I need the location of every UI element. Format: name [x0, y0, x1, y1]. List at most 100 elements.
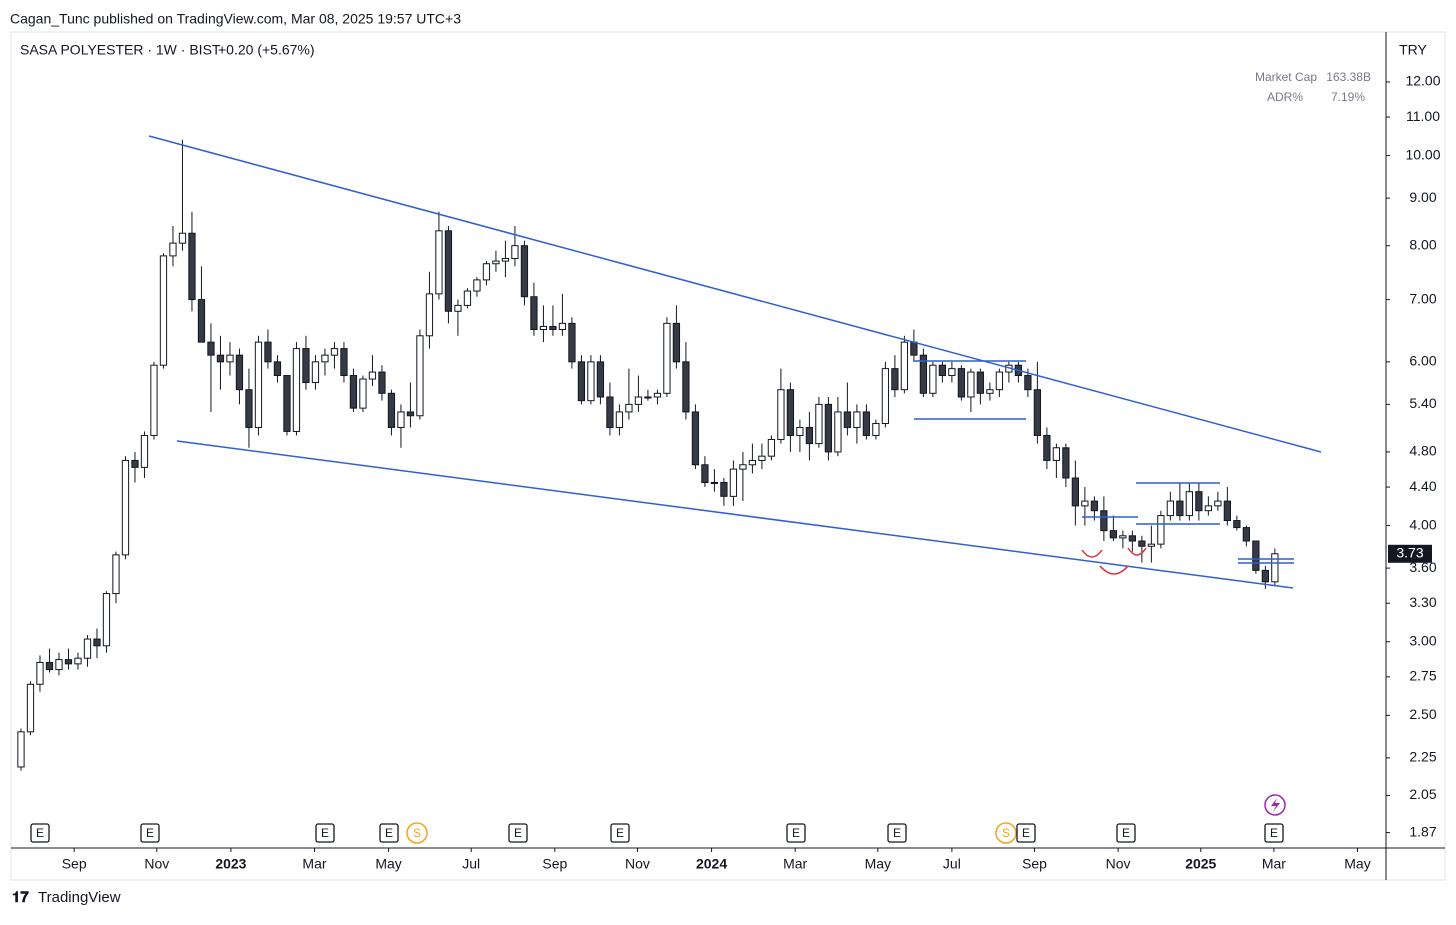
candle-body: [824, 403, 833, 453]
candle-body: [159, 255, 168, 366]
candle-body: [1033, 389, 1042, 436]
candle-body: [663, 322, 671, 394]
trend-line: [176, 440, 1294, 589]
candle-body: [387, 392, 396, 428]
x-tick-label: May: [865, 856, 891, 872]
candle-body: [1261, 569, 1269, 583]
event-label[interactable]: E: [1022, 826, 1030, 840]
candle-body: [615, 411, 624, 428]
trend-line: [148, 135, 1322, 453]
y-tick-label: 11.00: [1406, 108, 1440, 124]
event-label[interactable]: E: [616, 826, 624, 840]
stat-value: 7.19%: [1331, 90, 1365, 104]
candle-body: [796, 426, 804, 436]
event-label[interactable]: E: [1122, 826, 1130, 840]
candle-body: [625, 403, 633, 413]
event-label[interactable]: E: [321, 826, 329, 840]
candle-body: [492, 260, 500, 265]
candle-body: [748, 459, 757, 466]
event-marker: [30, 823, 50, 843]
candle-body: [501, 257, 510, 262]
candle-body: [207, 341, 215, 356]
y-tick-label: 6.00: [1409, 353, 1436, 369]
candle-body: [986, 389, 994, 394]
candle-body: [957, 368, 966, 398]
candle-body: [862, 411, 871, 436]
candle-body: [1242, 527, 1250, 542]
event-marker: [315, 823, 335, 843]
event-label[interactable]: E: [36, 826, 44, 840]
event-label[interactable]: E: [893, 826, 901, 840]
x-tick-label: Jul: [943, 856, 961, 872]
event-label[interactable]: S: [1002, 826, 1010, 840]
candle-body: [701, 464, 709, 484]
y-tick-label: 8.00: [1409, 236, 1436, 252]
symbol-title: SASA POLYESTER · 1W · BIST: [20, 42, 221, 58]
x-tick-label: Sep: [62, 856, 87, 872]
candle-body: [1071, 477, 1080, 507]
candle-body: [378, 371, 386, 394]
event-marker: [508, 823, 528, 843]
candle-body: [919, 354, 928, 394]
candle-body: [938, 364, 947, 377]
candle-body: [1195, 491, 1203, 512]
candle-body: [682, 361, 690, 413]
candle-body: [36, 661, 44, 685]
event-label[interactable]: E: [514, 826, 522, 840]
x-tick-label: 2024: [696, 856, 727, 872]
stat-name: ADR%: [1267, 90, 1303, 104]
y-tick-label: 2.25: [1409, 749, 1436, 765]
candle-body: [1081, 500, 1089, 507]
news-bolt: [1271, 798, 1280, 812]
news-icon[interactable]: [1264, 794, 1286, 816]
x-tick-label: May: [375, 856, 401, 872]
candle-body: [653, 392, 662, 398]
event-marker: [786, 823, 806, 843]
arc: [1081, 549, 1103, 558]
event-label[interactable]: E: [385, 826, 393, 840]
candle-body: [1176, 500, 1184, 517]
candle-body: [245, 389, 253, 428]
candle-body: [1204, 505, 1213, 512]
candle-body: [729, 468, 738, 497]
candle-body: [292, 348, 301, 432]
x-tick-label: Jul: [462, 856, 480, 872]
x-tick-label: 2025: [1185, 856, 1216, 872]
event-marker: [887, 823, 907, 843]
candle-body: [197, 299, 206, 343]
event-label[interactable]: E: [146, 826, 154, 840]
y-tick-label: 2.05: [1409, 786, 1436, 802]
candle-body: [1185, 491, 1194, 517]
stat-name: Market Cap: [1255, 70, 1317, 84]
event-label[interactable]: E: [792, 826, 800, 840]
y-tick-label: 5.40: [1409, 395, 1436, 411]
candle-body: [948, 368, 956, 377]
candle-body: [1147, 543, 1156, 547]
candle-body: [558, 322, 567, 331]
y-tick-label: 3.60: [1409, 559, 1436, 575]
candle-body: [634, 396, 643, 405]
candle-body: [549, 325, 557, 331]
candle-body: [644, 396, 652, 399]
y-tick-label: 2.50: [1409, 706, 1436, 722]
candle-body: [805, 426, 814, 445]
event-label[interactable]: E: [1270, 826, 1278, 840]
publisher: Cagan_Tunc published on TradingView.com,…: [10, 11, 461, 27]
y-tick-label: 1.87: [1409, 823, 1436, 839]
candle-body: [853, 411, 861, 428]
candle-body: [463, 290, 472, 306]
x-tick-label: 2023: [215, 856, 246, 872]
candle-body: [178, 232, 187, 244]
y-tick-label: 7.00: [1409, 290, 1436, 306]
logo-mark: 𝟏𝟕: [12, 889, 29, 906]
candle-body: [995, 371, 1004, 391]
candle-body: [1024, 375, 1032, 391]
candle-body: [435, 230, 443, 295]
y-tick-label: 10.00: [1405, 146, 1440, 162]
candle-body: [1271, 553, 1279, 583]
candle-body: [235, 354, 244, 391]
event-label[interactable]: S: [413, 826, 421, 840]
candle-body: [1138, 540, 1146, 547]
